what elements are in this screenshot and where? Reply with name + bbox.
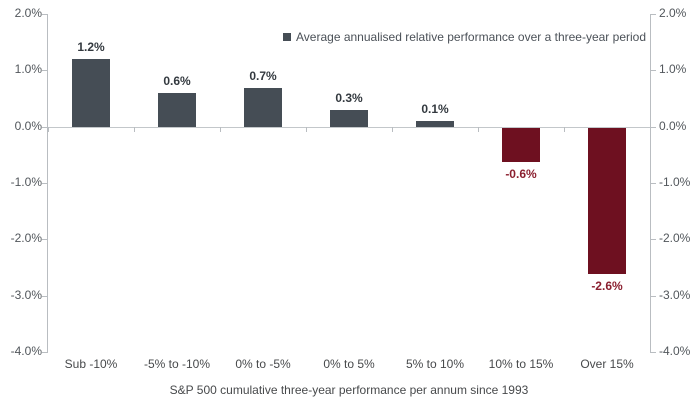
y-axis-right-tick-label: 0.0%: [659, 119, 687, 133]
x-axis-tick: [478, 127, 479, 132]
x-axis-category-label: 5% to 10%: [405, 357, 465, 371]
bar-value-label: 1.2%: [77, 40, 105, 54]
legend-marker-icon: [283, 33, 292, 41]
bar-value-label: 0.3%: [335, 91, 363, 105]
y-axis-left-tick: [42, 296, 48, 297]
y-axis-right-tick-label: -1.0%: [659, 175, 691, 189]
y-axis-left-tick-label: -1.0%: [10, 175, 42, 189]
y-axis-left-tick: [42, 239, 48, 240]
y-axis-right-tick: [650, 14, 656, 15]
y-axis-right-tick-label: 1.0%: [659, 62, 687, 76]
y-axis-left-tick: [42, 70, 48, 71]
x-axis-tick: [220, 127, 221, 132]
bar-value-label: -0.6%: [505, 167, 537, 181]
x-axis-tick: [306, 127, 307, 132]
y-axis-left-tick: [42, 127, 48, 128]
y-axis-left-tick-label: -3.0%: [10, 288, 42, 302]
y-axis-left-tick: [42, 14, 48, 15]
x-axis-title: S&P 500 cumulative three-year performanc…: [169, 383, 529, 397]
y-axis-right-tick: [650, 296, 656, 297]
y-axis-left-tick-label: 1.0%: [14, 62, 42, 76]
x-axis-category-label: 0% to 5%: [323, 357, 375, 371]
x-axis-tick: [564, 127, 565, 132]
y-axis-right-tick: [650, 239, 656, 240]
legend: Average annualised relative performance …: [283, 30, 646, 44]
y-axis-left-tick-label: -4.0%: [10, 344, 42, 358]
bar-positive: [416, 121, 454, 127]
y-axis-right-tick: [650, 183, 656, 184]
bar-positive: [330, 110, 368, 127]
y-axis-right-tick: [650, 70, 656, 71]
legend-label: Average annualised relative performance …: [296, 30, 646, 44]
x-axis-tick: [392, 127, 393, 132]
x-axis-category-label: 0% to -5%: [235, 357, 291, 371]
bar-negative: [588, 128, 626, 274]
y-axis-left-tick: [42, 352, 48, 353]
y-axis-right-tick: [650, 127, 656, 128]
x-axis-category-label: Over 15%: [580, 357, 634, 371]
x-axis-tick: [48, 127, 49, 132]
bar-value-label: 0.1%: [421, 102, 449, 116]
bar-value-label: -2.6%: [591, 279, 623, 293]
x-axis-category-label: Sub -10%: [64, 357, 118, 371]
bar-value-label: 0.7%: [249, 69, 277, 83]
y-axis-right-tick: [650, 352, 656, 353]
x-axis-tick: [134, 127, 135, 132]
bar-positive: [244, 88, 282, 127]
y-axis-right-tick-label: -3.0%: [659, 288, 691, 302]
y-axis-left-tick-label: -2.0%: [10, 231, 42, 245]
y-axis-left-tick-label: 2.0%: [14, 6, 42, 20]
x-axis-tick: [650, 127, 651, 132]
zero-gridline: [48, 127, 650, 128]
x-axis-category-label: 10% to 15%: [488, 357, 554, 371]
y-axis-left-tick: [42, 183, 48, 184]
bar-positive: [72, 59, 110, 127]
x-axis-category-label: -5% to -10%: [143, 357, 211, 371]
bar-positive: [158, 93, 196, 127]
y-axis-left-tick-label: 0.0%: [14, 119, 42, 133]
bar-value-label: 0.6%: [163, 74, 191, 88]
y-axis-right-tick-label: -2.0%: [659, 231, 691, 245]
y-axis-right-tick-label: -4.0%: [659, 344, 691, 358]
y-axis-right-tick-label: 2.0%: [659, 6, 687, 20]
bar-negative: [502, 128, 540, 162]
